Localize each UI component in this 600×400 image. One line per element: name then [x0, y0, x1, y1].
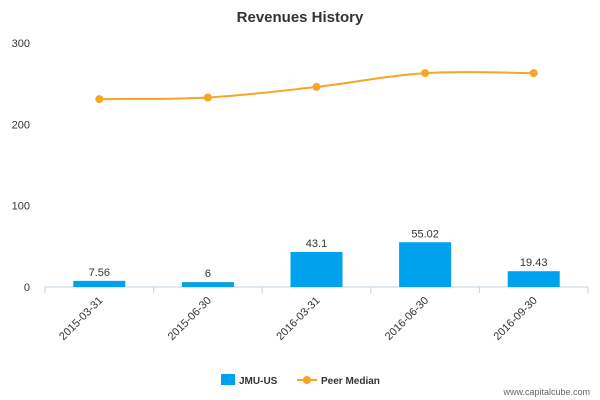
bar[interactable]: [290, 251, 343, 287]
legend-marker-peer: [303, 376, 311, 384]
legend-item-peer-median[interactable]: Peer Median: [297, 376, 380, 387]
bar-data-label: 55.02: [411, 228, 439, 240]
bar[interactable]: [73, 280, 126, 287]
bar-data-labels: 7.56 6 43.1 55.02 19.43: [89, 228, 548, 280]
x-tick-labels: 2015-03-31 2015-06-30 2016-03-31 2016-06-30…: [57, 295, 540, 343]
legend-swatch-jmu: [221, 374, 235, 385]
legend: JMU-US Peer Median: [221, 374, 380, 387]
bar-data-label: 43.1: [306, 238, 327, 250]
bar-data-label: 6: [205, 268, 211, 280]
peer-median-point[interactable]: [421, 69, 430, 78]
y-axis: 300 200 100 0: [12, 38, 30, 294]
watermark: www.capitalcube.com: [502, 387, 590, 397]
x-tick-label: 2016-06-30: [383, 295, 431, 343]
x-axis: [44, 286, 589, 293]
peer-median-point[interactable]: [529, 69, 538, 78]
peer-median-point[interactable]: [312, 82, 321, 91]
y-tick-label: 100: [12, 201, 30, 213]
x-tick-label: 2015-03-31: [57, 295, 105, 343]
legend-label-jmu: JMU-US: [239, 376, 278, 387]
legend-label-peer-median: Peer Median: [321, 376, 380, 387]
bar[interactable]: [181, 282, 234, 287]
bar-series: [73, 242, 560, 287]
chart-title: Revenues History: [237, 9, 364, 26]
y-tick-label: 0: [24, 282, 30, 294]
y-tick-label: 300: [12, 38, 30, 50]
legend-item-jmu[interactable]: JMU-US: [221, 374, 278, 387]
bar-data-label: 7.56: [89, 267, 110, 279]
line-series: [95, 69, 538, 104]
bar[interactable]: [399, 242, 452, 287]
x-tick-label: 2015-06-30: [166, 295, 214, 343]
peer-median-point[interactable]: [203, 93, 212, 102]
bar-data-label: 19.43: [520, 257, 548, 269]
y-tick-label: 200: [12, 119, 30, 131]
x-tick-label: 2016-03-31: [274, 295, 322, 343]
bar[interactable]: [507, 271, 560, 287]
x-tick-label: 2016-09-30: [492, 295, 540, 343]
peer-median-point[interactable]: [95, 95, 104, 104]
